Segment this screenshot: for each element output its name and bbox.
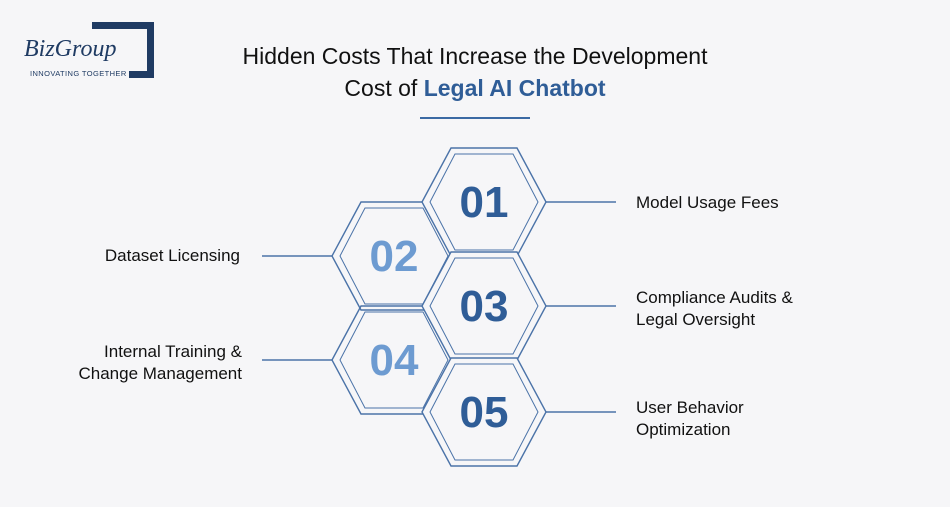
label-05: User Behavior Optimization [636, 397, 744, 441]
hexagon-05 [421, 357, 547, 467]
number-03: 03 [460, 282, 509, 331]
label-04-line-1: Internal Training & [104, 342, 242, 361]
number-01: 01 [460, 178, 509, 227]
label-03: Compliance Audits & Legal Oversight [636, 287, 793, 331]
label-05-line-2: Optimization [636, 420, 731, 439]
label-03-line-1: Compliance Audits & [636, 288, 793, 307]
label-04-line-2: Change Management [78, 364, 242, 383]
label-02: Dataset Licensing [0, 245, 240, 267]
logo-name: BizGroup [24, 36, 119, 63]
title-prefix: Cost of [344, 75, 424, 101]
logo-tagline: INNOVATING TOGETHER [30, 69, 129, 78]
bizgroup-logo[interactable]: BizGroup INNOVATING TOGETHER [20, 22, 160, 84]
page-title-line-1: Hidden Costs That Increase the Developme… [242, 43, 708, 69]
label-01: Model Usage Fees [636, 192, 779, 214]
label-05-line-1: User Behavior [636, 398, 744, 417]
label-01-text: Model Usage Fees [636, 193, 779, 212]
page-title-line-2: Cost of Legal AI Chatbot [0, 72, 950, 104]
number-02: 02 [370, 232, 419, 281]
label-02-text: Dataset Licensing [104, 246, 240, 265]
number-04: 04 [370, 336, 419, 385]
label-04: Internal Training & Change Management [2, 341, 242, 385]
number-05: 05 [460, 388, 509, 437]
title-underline [420, 117, 530, 119]
title-accent: Legal AI Chatbot [423, 75, 606, 101]
label-03-line-2: Legal Oversight [636, 310, 756, 329]
